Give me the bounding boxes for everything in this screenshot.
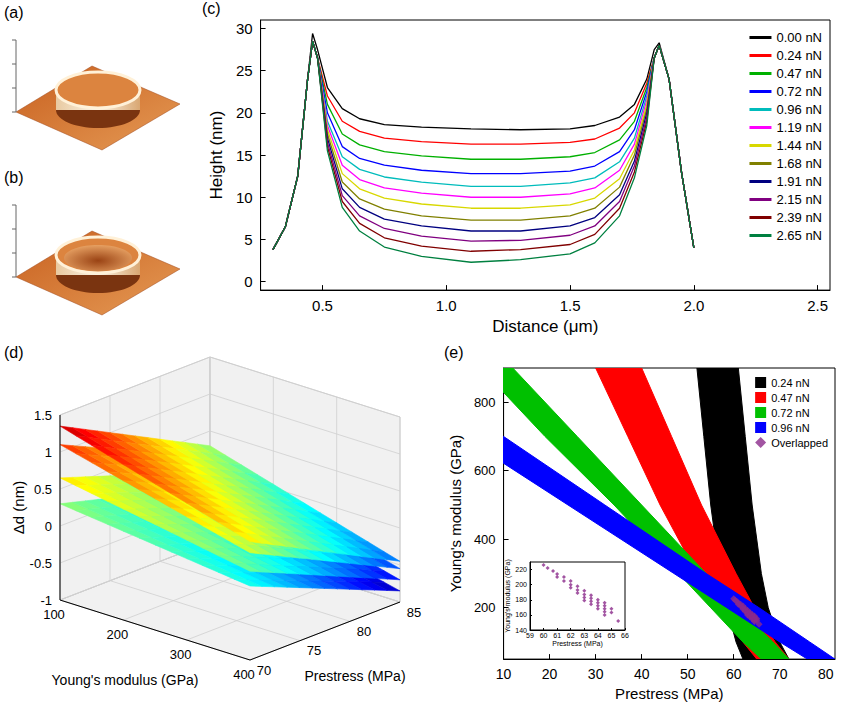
svg-text:100: 100 [43,607,65,622]
svg-text:59: 59 [526,632,534,639]
svg-text:2.0: 2.0 [683,297,704,314]
svg-text:(c): (c) [202,0,221,17]
svg-text:63: 63 [580,632,588,639]
svg-text:1.19 nN: 1.19 nN [776,120,822,135]
svg-text:1.0: 1.0 [436,297,457,314]
svg-text:2.15 nN: 2.15 nN [776,192,822,207]
svg-text:200: 200 [474,600,496,615]
svg-text:0.5: 0.5 [34,482,52,497]
svg-text:65: 65 [608,632,616,639]
svg-text:160: 160 [515,611,527,618]
svg-text:0: 0 [45,519,52,534]
svg-text:Young's modulus (GPa): Young's modulus (GPa) [52,672,199,688]
svg-text:1: 1 [45,445,52,460]
svg-text:600: 600 [474,463,496,478]
svg-text:2.65 nN: 2.65 nN [776,228,822,243]
svg-text:(b): (b) [4,169,24,186]
svg-text:1.44 nN: 1.44 nN [776,138,822,153]
svg-text:0.47 nN: 0.47 nN [771,392,810,404]
svg-text:1.5: 1.5 [560,297,581,314]
svg-text:62: 62 [567,632,575,639]
svg-text:Distance (μm): Distance (μm) [492,317,598,336]
svg-text:0.5: 0.5 [312,297,333,314]
svg-text:Prestress (MPa): Prestress (MPa) [615,685,723,702]
svg-text:-1: -1 [40,593,52,608]
svg-text:20: 20 [236,104,253,121]
svg-text:0.24 nN: 0.24 nN [771,377,810,389]
svg-text:0.72 nN: 0.72 nN [771,407,810,419]
svg-text:Prestress (MPa): Prestress (MPa) [304,668,405,684]
svg-text:200: 200 [106,627,128,642]
svg-text:1.68 nN: 1.68 nN [776,156,822,171]
svg-text:61: 61 [553,632,561,639]
svg-text:0.72 nN: 0.72 nN [776,84,822,99]
svg-text:800: 800 [474,395,496,410]
svg-text:400: 400 [233,667,255,682]
svg-text:2.39 nN: 2.39 nN [776,210,822,225]
svg-text:Prestress (MPa): Prestress (MPa) [552,640,603,648]
svg-text:50: 50 [680,666,696,682]
svg-text:400: 400 [474,532,496,547]
svg-text:140: 140 [515,626,527,634]
svg-text:64: 64 [594,632,602,639]
svg-text:5: 5 [244,231,252,248]
svg-text:30: 30 [588,666,604,682]
svg-text:70: 70 [772,666,788,682]
svg-text:0.96 nN: 0.96 nN [776,102,822,117]
svg-text:10: 10 [236,189,253,206]
svg-text:30: 30 [236,20,253,37]
svg-text:20: 20 [542,666,558,682]
svg-text:0.96 nN: 0.96 nN [771,422,810,434]
svg-text:(e): (e) [444,344,464,361]
svg-text:(a): (a) [4,4,24,21]
svg-text:0.47 nN: 0.47 nN [776,66,822,81]
svg-text:0.00 nN: 0.00 nN [776,30,822,45]
svg-text:75: 75 [307,643,321,658]
svg-text:Young's modulus (GPa): Young's modulus (GPa) [447,435,464,592]
svg-text:180: 180 [515,596,527,603]
svg-text:60: 60 [540,632,548,639]
svg-text:25: 25 [236,62,253,79]
svg-text:200: 200 [515,581,527,588]
svg-text:15: 15 [236,147,253,164]
svg-text:Δd (nm): Δd (nm) [10,481,27,534]
svg-text:85: 85 [407,605,421,620]
svg-text:220: 220 [515,566,527,573]
svg-text:Overlapped: Overlapped [771,437,828,449]
svg-text:80: 80 [818,666,834,682]
svg-text:2.5: 2.5 [807,297,828,314]
svg-text:-0.5: -0.5 [30,556,52,571]
svg-text:Young's modulus (GPa): Young's modulus (GPa) [504,559,512,632]
svg-text:60: 60 [726,666,742,682]
svg-text:(d): (d) [4,344,24,361]
svg-text:0.24 nN: 0.24 nN [776,48,822,63]
svg-text:1.5: 1.5 [34,408,52,423]
svg-text:Height (nm): Height (nm) [207,111,226,200]
svg-text:70: 70 [257,663,271,678]
svg-text:0: 0 [244,273,252,290]
svg-text:1.91 nN: 1.91 nN [776,174,822,189]
svg-text:40: 40 [634,666,650,682]
svg-text:66: 66 [621,632,629,639]
svg-text:300: 300 [170,647,192,662]
svg-text:10: 10 [496,666,512,682]
svg-text:80: 80 [357,624,371,639]
